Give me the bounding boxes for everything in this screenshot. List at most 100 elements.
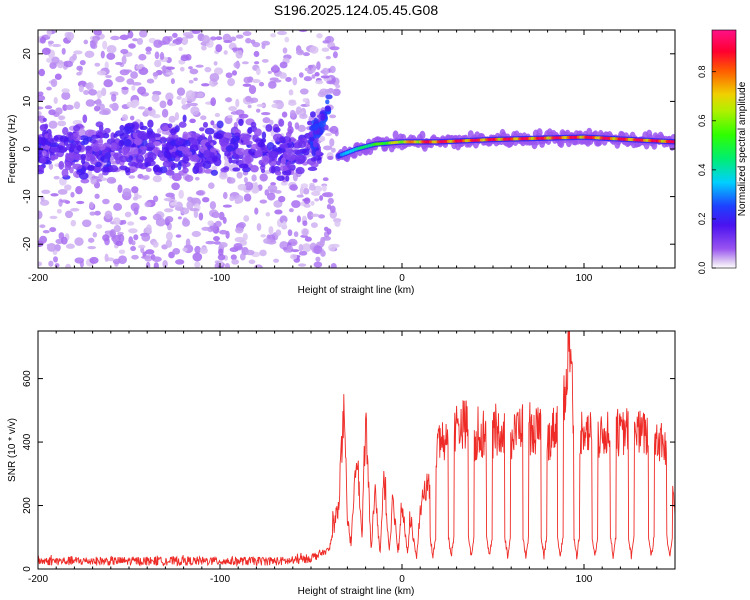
heatmap-cell-445	[227, 77, 235, 87]
heatmap-cell-681	[84, 129, 95, 137]
heatmap-cell-1578	[207, 134, 213, 144]
heatmap-cell-850	[131, 186, 139, 194]
heatmap-cell-622	[122, 187, 132, 197]
heatmap-cell-1450	[307, 166, 318, 172]
heatmap-cell-273	[241, 61, 249, 65]
heatmap-cell-701	[109, 103, 115, 109]
heatmap-cell-724	[297, 124, 306, 132]
heatmap-cell-321	[230, 111, 239, 115]
heatmap-cell-969	[276, 175, 285, 182]
heatmap-cell-704	[128, 228, 138, 234]
heatmap-cell-750	[137, 173, 144, 179]
heatmap-cell-1118	[171, 134, 179, 139]
heatmap-cell-1526	[123, 125, 134, 135]
heatmap-cell-1570	[47, 133, 53, 142]
heatmap-cell-775	[178, 189, 184, 199]
heatmap-cell-667	[78, 84, 84, 93]
colorbar-tick-label: 0.6	[697, 115, 707, 128]
heatmap-cell-558	[235, 34, 244, 39]
heatmap-cell-487	[99, 109, 109, 116]
heatmap-cell-1655	[320, 113, 326, 122]
heatmap-cell-805	[242, 232, 248, 241]
snr-x-tick-label: 0	[399, 574, 405, 585]
heatmap-cell-842	[290, 249, 300, 253]
heatmap-cell-756	[49, 62, 57, 69]
heatmap-cell-799	[244, 181, 254, 191]
heatmap-cell-252	[89, 256, 99, 264]
heatmap-cell-421	[332, 88, 341, 97]
snr-series	[38, 331, 675, 568]
heatmap-cell-1558	[205, 142, 211, 148]
heatmap-cell-75	[247, 104, 252, 109]
heatmap-cell-467	[301, 243, 312, 253]
heatmap-cell-301	[136, 37, 144, 45]
heatmap-cell-40	[207, 182, 215, 189]
heatmap-cell-817	[323, 145, 333, 151]
heatmap-cell-716	[282, 246, 288, 251]
heatmap-cell-897	[90, 178, 98, 185]
heatmap-cell-1195	[182, 167, 189, 174]
heatmap-cell-514	[103, 79, 113, 88]
heatmap-cell-726	[176, 95, 182, 100]
heatmap-cell-1163	[238, 118, 244, 127]
heatmap-cell-740	[315, 256, 321, 262]
heatmap-cell-420	[154, 59, 162, 68]
heatmap-cell-227	[191, 230, 202, 238]
heatmap-cell-1658	[324, 106, 332, 112]
heatmap-cell-784	[223, 39, 233, 44]
heatmap-cell-826	[319, 238, 325, 247]
heatmap-cell-873	[302, 220, 308, 227]
heatmap-cell-234	[131, 254, 139, 260]
heatmap-cell-1499	[49, 147, 60, 153]
heatmap-cell-240	[218, 248, 224, 256]
heatmap-cell-876	[325, 132, 332, 137]
heatmap-cell-602	[65, 104, 74, 110]
heatmap-cell-199	[139, 216, 147, 221]
snr-x-tick-label: -100	[210, 574, 230, 585]
heatmap-cell-416	[194, 261, 201, 268]
heatmap-cell-1566	[315, 150, 322, 156]
heatmap-cell-270	[159, 52, 165, 60]
heatmap-cell-471	[185, 90, 196, 99]
heatmap-cell-374	[267, 70, 272, 74]
heatmap-cell-1444	[139, 146, 148, 151]
heatmap-cell-646	[130, 202, 140, 212]
heatmap-cell-795	[121, 114, 129, 122]
heatmap-cell-124	[329, 114, 337, 119]
heatmap-cell-672	[123, 69, 133, 73]
heatmap-cell-884	[256, 103, 266, 108]
heatmap-cell-889	[303, 197, 311, 205]
heatmap-cell-1589	[190, 136, 197, 146]
heatmap-cell-205	[282, 47, 288, 54]
heatmap-cell-1387	[65, 153, 75, 162]
heatmap-cell-1556	[114, 130, 125, 137]
heatmap-cell-821	[201, 35, 211, 44]
heatmap-cell-200	[146, 78, 155, 84]
heatmap-cell-1584	[287, 125, 294, 135]
heatmap-cell-636	[100, 177, 108, 181]
heatmap-cell-415	[186, 200, 194, 210]
heatmap-cell-777	[153, 262, 159, 268]
snr-x-tick-label: -200	[28, 574, 48, 585]
heatmap-cell-1058	[250, 121, 257, 128]
heatmap-cell-549	[303, 203, 311, 208]
colorbar-frame	[711, 29, 737, 269]
heatmap-cell-1300	[266, 142, 275, 150]
heatmap-cell-861	[40, 195, 45, 202]
heatmap-cell-522	[236, 171, 243, 179]
heatmap-cell-767	[64, 184, 72, 191]
heatmap-cells	[38, 30, 675, 268]
heatmap-cell-43	[316, 33, 323, 39]
heatmap-cell-1184	[151, 133, 162, 138]
heatmap-cell-16	[181, 36, 189, 46]
heatmap-cell-1496	[268, 150, 278, 159]
heatmap-cell-1343	[184, 139, 191, 147]
heatmap-cell-373	[267, 184, 278, 193]
heatmap-cell-641	[113, 224, 121, 233]
heatmap-cell-1392	[132, 132, 138, 139]
spectrogram-y-tick-label: 20	[22, 48, 33, 60]
heatmap-cell-815	[204, 66, 212, 73]
heatmap-cell-872	[258, 81, 265, 87]
heatmap-cell-401	[70, 219, 77, 227]
heatmap-cell-778	[167, 99, 173, 106]
